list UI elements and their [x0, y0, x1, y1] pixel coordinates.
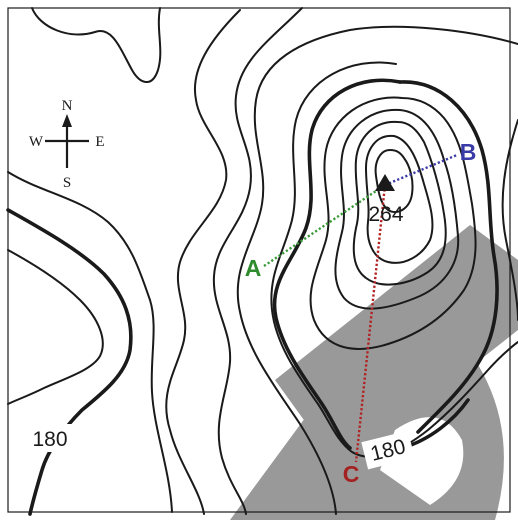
contour-line	[309, 96, 477, 350]
contour-line	[31, 7, 162, 83]
contour-line	[270, 61, 518, 458]
contour-line	[365, 134, 434, 264]
summit-elevation-label: 264	[368, 203, 403, 226]
contour-line	[7, 249, 104, 405]
contour-line	[212, 7, 303, 515]
label-backing	[361, 430, 415, 470]
label-backing	[24, 424, 74, 452]
point-label-b: B	[460, 139, 477, 165]
contour-line	[501, 119, 518, 321]
contour-line	[352, 120, 447, 286]
contour-line	[236, 25, 518, 515]
contour-line	[165, 9, 241, 515]
contour-label-left: 180	[32, 428, 67, 451]
contour-line	[334, 108, 460, 310]
compass-east-label: E	[95, 134, 104, 150]
watermark	[230, 225, 518, 520]
contour-line-index	[272, 78, 402, 450]
contour-line	[7, 171, 173, 513]
contour-line	[374, 149, 414, 213]
compass-west-label: W	[29, 134, 44, 150]
contour-line-index	[398, 80, 499, 434]
contour-lines	[6, 7, 518, 516]
compass-north-label: N	[62, 98, 73, 114]
north-arrow-icon	[62, 114, 72, 127]
compass-south-label: S	[63, 175, 71, 191]
map-border	[7, 7, 511, 513]
watermark-shape-upper	[275, 225, 518, 470]
compass-rose: N S E W	[29, 98, 105, 191]
point-label-c: C	[343, 461, 360, 487]
triangle-marker-icon	[375, 174, 395, 191]
point-label-a: A	[245, 255, 262, 281]
contour-line-index	[6, 208, 133, 516]
